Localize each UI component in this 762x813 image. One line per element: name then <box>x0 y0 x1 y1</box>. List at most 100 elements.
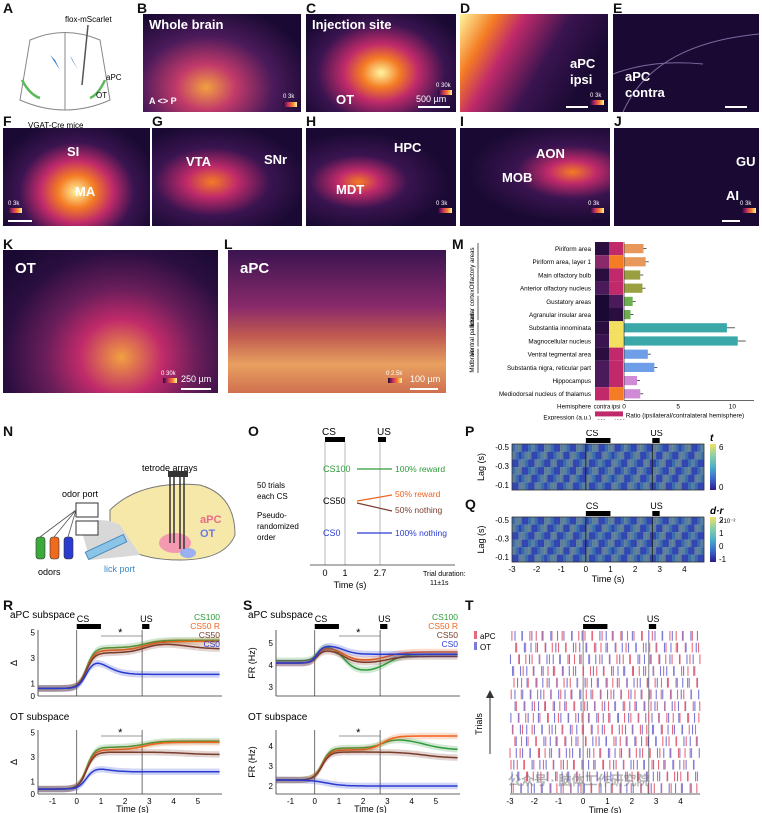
heatmap-cell <box>582 554 586 563</box>
heatmap-cell <box>700 547 705 555</box>
heatmap-cell <box>700 444 705 452</box>
heat-cell-ipsi <box>609 255 623 269</box>
heatmap-cell <box>518 459 522 468</box>
y-axis-label: Lag (s) <box>476 453 486 481</box>
heatmap-cell <box>668 539 673 548</box>
heatmap-cell <box>640 532 644 540</box>
heatmap-cell <box>614 524 618 533</box>
heatmap-cell <box>636 459 641 468</box>
heatmap-cell <box>646 517 650 525</box>
scale-bar <box>410 388 438 390</box>
heatmap-cell <box>624 467 628 475</box>
heatmap-cell <box>665 467 670 475</box>
heatmap-cell <box>614 444 618 452</box>
heatmap-cell <box>569 467 574 475</box>
heatmap-cell <box>528 517 532 525</box>
heatmap-cell <box>566 467 570 475</box>
heatmap-cell <box>684 539 689 548</box>
heat-cell-ipsi <box>609 294 623 308</box>
heatmap-cell <box>691 524 695 533</box>
panel-m-chart: Piriform area Piriform area, layer 1 Main … <box>469 242 754 420</box>
apc-label: aPC <box>200 514 221 526</box>
x-tick: 3 <box>657 565 662 574</box>
x-tick: 4 <box>682 565 687 574</box>
watermark: 公众号 · 脑体工作研究院 <box>508 773 650 788</box>
heatmap-cell <box>620 547 625 555</box>
panel-letter-i: I <box>460 113 464 129</box>
heatmap-cell <box>560 467 564 475</box>
heatmap-cell <box>636 444 641 452</box>
heatmap-cell <box>598 547 602 555</box>
heatmap-cell <box>582 547 586 555</box>
heatmap-cell <box>547 474 551 483</box>
group-label: Midbrain <box>469 348 476 372</box>
y-tick: -0.5 <box>495 516 509 525</box>
heatmap-cell <box>585 459 590 468</box>
heatmap-cell <box>697 554 702 563</box>
colorbar-ticks: 0 3k <box>590 93 602 99</box>
heatmap-cell <box>700 554 705 563</box>
group-label: Insular cortex <box>469 289 476 327</box>
cs-label: CS <box>315 614 328 624</box>
region-label: Mediodorsal nucleus of thalamus <box>499 391 591 398</box>
legend-apc: aPC <box>480 632 496 641</box>
heatmap-cell <box>540 482 545 491</box>
panel-letter-s: S <box>243 597 253 613</box>
heatmap-cell <box>515 532 519 540</box>
heatmap-cell <box>659 459 663 468</box>
region-label: Main olfactory bulb <box>538 272 591 279</box>
heatmap-cell <box>576 474 580 483</box>
colorbar-tick: 6 <box>719 443 724 452</box>
heatmap-cell <box>556 532 561 540</box>
heatmap-cell <box>595 451 599 460</box>
heatmap-cell <box>646 474 650 483</box>
group-label: Olfactory areas <box>469 247 476 289</box>
series-line <box>38 768 220 790</box>
heatmap-cell <box>656 474 660 483</box>
heatmap-cell <box>518 517 522 525</box>
heatmap-cell <box>537 532 542 540</box>
heatmap-cell <box>697 459 702 468</box>
heatmap-cell <box>598 517 602 525</box>
heat-cell-ipsi <box>609 281 623 295</box>
heatmap-cell <box>534 517 538 525</box>
region-label: Piriform area, layer 1 <box>533 259 592 266</box>
ot-label: OT <box>15 260 36 277</box>
panel-letter-o: O <box>248 423 259 439</box>
si-ma-image: SI MA 0 3k <box>3 128 150 226</box>
heatmap-cell <box>572 474 577 483</box>
heatmap-cell <box>550 444 554 452</box>
heatmap-cell <box>521 444 526 452</box>
heatmap-cell <box>665 474 670 483</box>
heatmap-cell <box>531 459 535 468</box>
x-tick: 1 <box>99 797 104 806</box>
trial-duration-value: 11±1s <box>430 580 449 587</box>
heatmap-cell <box>608 474 612 483</box>
heatmap-cell <box>662 451 666 460</box>
heatmap-cell <box>540 459 545 468</box>
heat-cell-ipsi <box>609 321 623 335</box>
heat-cell-contra <box>595 294 609 308</box>
heatmap-cell <box>691 474 695 483</box>
heatmap-cell <box>643 517 647 525</box>
heatmap-cell <box>601 482 606 491</box>
heatmap-cell <box>588 459 593 468</box>
heatmap-cell <box>659 532 663 540</box>
heatmap-cell <box>588 482 593 491</box>
heatmap-cell <box>611 467 615 475</box>
region-label: Agranular insular area <box>529 312 591 319</box>
heatmap-cell <box>515 459 519 468</box>
ratio-bar <box>624 270 641 280</box>
heatmap-cell <box>659 539 663 548</box>
x-tick: 2 <box>361 797 366 806</box>
heatmap-cell <box>672 474 676 483</box>
heatmap-cell <box>678 554 682 563</box>
heatmap-cell <box>566 539 570 548</box>
heatmap-cell <box>640 444 644 452</box>
heatmap-cell <box>668 532 673 540</box>
heatmap-cell <box>588 547 593 555</box>
heatmap-cell <box>601 547 606 555</box>
injection-site-image: Injection site OT 0 30k 500 µm <box>306 14 456 112</box>
heatmap-cell <box>563 467 567 475</box>
heatmap-cell <box>604 554 609 563</box>
